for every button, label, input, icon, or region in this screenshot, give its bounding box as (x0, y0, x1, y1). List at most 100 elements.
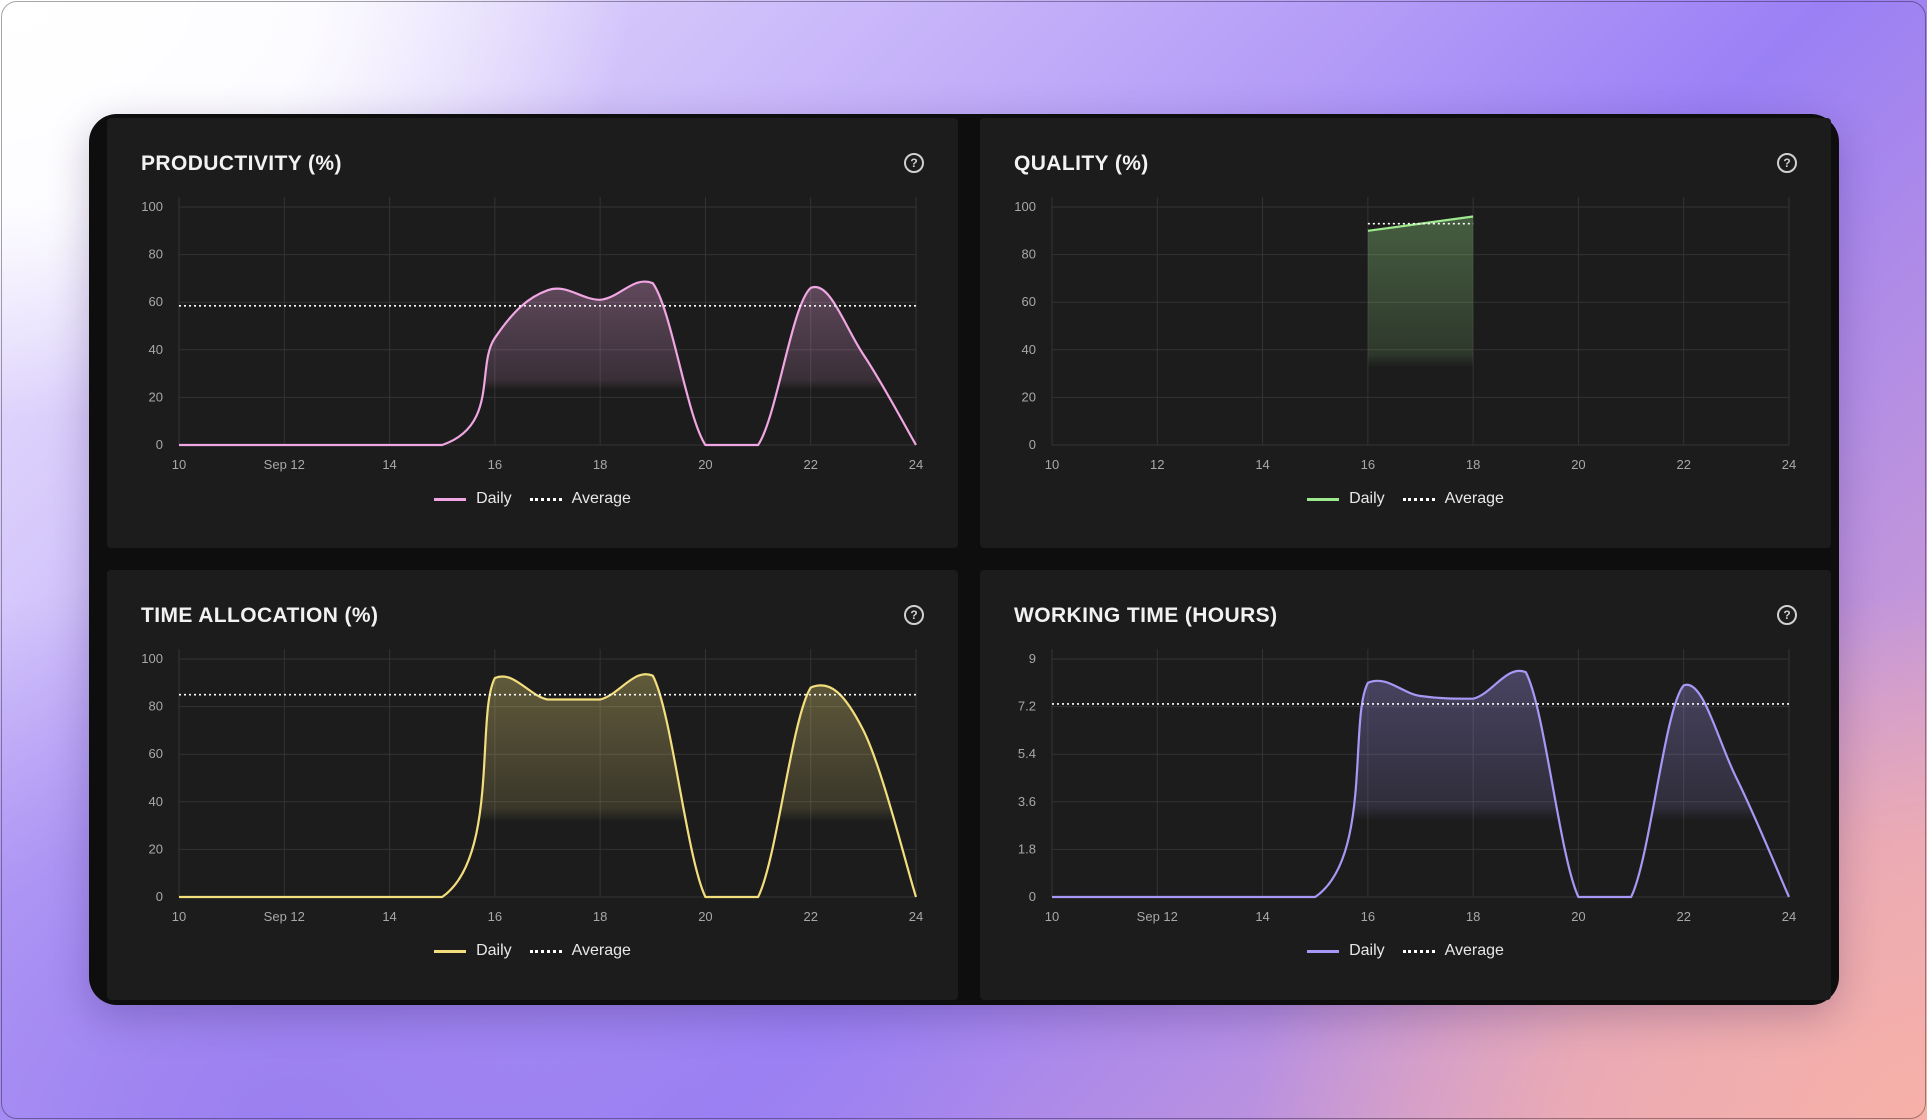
panel-title: TIME ALLOCATION (%) (141, 604, 379, 627)
chart-legend: Daily Average (107, 942, 958, 960)
x-tick-label: 10 (1045, 457, 1059, 472)
x-tick-label: 14 (382, 457, 396, 472)
legend-item-daily[interactable]: Daily (1307, 490, 1385, 508)
legend-swatch-daily (1307, 949, 1340, 953)
legend-label-daily: Daily (476, 942, 512, 959)
y-tick-label: 100 (141, 651, 163, 666)
chart-legend: Daily Average (107, 490, 958, 508)
x-tick-label: 20 (698, 457, 712, 472)
help-icon[interactable]: ? (1777, 153, 1797, 173)
y-tick-label: 100 (141, 199, 163, 214)
x-tick-label: 16 (1361, 457, 1375, 472)
chart-legend: Daily Average (980, 942, 1831, 960)
x-tick-label: 18 (1466, 457, 1480, 472)
series-area-daily (179, 674, 916, 897)
series-line-daily (179, 673, 918, 899)
y-tick-label: 1.8 (1018, 841, 1036, 856)
x-tick-label: 20 (698, 909, 712, 924)
y-tick-label: 9 (1029, 651, 1036, 666)
legend-swatch-daily (434, 949, 467, 953)
y-tick-label: 80 (149, 247, 163, 262)
legend-item-average[interactable]: Average (1402, 942, 1504, 960)
x-tick-label: 24 (909, 457, 923, 472)
x-tick-label: 22 (1676, 909, 1690, 924)
x-tick-label: 24 (909, 909, 923, 924)
y-tick-label: 80 (149, 699, 163, 714)
y-tick-label: 0 (1029, 889, 1036, 904)
quality-chart: 0 20 40 60 80 100 10 12 14 16 18 20 22 24 (1014, 197, 1796, 472)
x-tick-label: 10 (172, 909, 186, 924)
x-tick-label: 20 (1571, 909, 1585, 924)
panel-title: WORKING TIME (HOURS) (1014, 604, 1278, 627)
y-tick-label: 20 (149, 841, 163, 856)
y-tick-label: 100 (1014, 199, 1036, 214)
legend-label-daily: Daily (1349, 490, 1385, 507)
legend-swatch-average (1402, 497, 1435, 501)
series-line-daily (1052, 669, 1791, 899)
x-tick-label: 14 (1255, 909, 1269, 924)
legend-label-daily: Daily (1349, 942, 1385, 959)
y-tick-label: 0 (1029, 437, 1036, 452)
x-tick-label: 10 (172, 457, 186, 472)
legend-label-daily: Daily (476, 490, 512, 507)
y-tick-label: 0 (156, 437, 163, 452)
x-tick-label: 14 (382, 909, 396, 924)
y-tick-label: 60 (1022, 294, 1036, 309)
x-tick-label: Sep 12 (264, 909, 305, 924)
x-tick-label: 20 (1571, 457, 1585, 472)
legend-label-average: Average (571, 942, 631, 959)
y-tick-label: 0 (156, 889, 163, 904)
x-tick-label: 22 (1676, 457, 1690, 472)
chart-panel-quality: 0 20 40 60 80 100 10 12 14 16 18 20 22 24 QUALITY (%)… (980, 118, 1831, 548)
chart-legend: Daily Average (980, 490, 1831, 508)
legend-swatch-average (529, 497, 562, 501)
y-tick-label: 40 (149, 794, 163, 809)
series-line-daily (179, 280, 917, 447)
legend-item-average[interactable]: Average (529, 942, 631, 960)
legend-item-average[interactable]: Average (1402, 490, 1504, 508)
x-tick-label: 18 (593, 909, 607, 924)
legend-label-average: Average (1444, 942, 1504, 959)
panel-title: QUALITY (%) (1014, 152, 1149, 175)
x-tick-label: 22 (803, 909, 817, 924)
series-area-daily (1052, 670, 1789, 897)
legend-swatch-average (1402, 949, 1435, 953)
legend-swatch-daily (434, 497, 467, 501)
legend-swatch-average (529, 949, 562, 953)
series-line-daily (1367, 215, 1474, 232)
x-tick-label: Sep 12 (1137, 909, 1178, 924)
x-tick-label: 14 (1255, 457, 1269, 472)
productivity-chart: 0 20 40 60 80 100 10 Sep 12 14 16 18 20 22 24 (141, 197, 923, 472)
chart-panel-productivity: 0 20 40 60 80 100 10 Sep 12 14 16 18 20 22 24 PRODUCT… (107, 118, 958, 548)
help-icon[interactable]: ? (904, 153, 924, 173)
legend-swatch-daily (1307, 497, 1340, 501)
chart-panel-working-time: 0 1.8 3.6 5.4 7.2 9 10 Sep 12 14 16 18 20 22 24 WORKI… (980, 570, 1831, 1000)
x-tick-label: 12 (1150, 457, 1164, 472)
legend-item-daily[interactable]: Daily (434, 942, 512, 960)
x-tick-label: 18 (593, 457, 607, 472)
legend-item-daily[interactable]: Daily (434, 490, 512, 508)
y-tick-label: 20 (149, 389, 163, 404)
x-tick-label: 24 (1782, 457, 1796, 472)
chart-panel-time-allocation: 0 20 40 60 80 100 10 Sep 12 14 16 18 20 22 24 TIME AL… (107, 570, 958, 1000)
series-area-daily (1367, 216, 1474, 445)
legend-label-average: Average (571, 490, 631, 507)
y-tick-label: 60 (149, 746, 163, 761)
y-tick-label: 40 (1022, 342, 1036, 357)
y-tick-label: 3.6 (1018, 794, 1036, 809)
y-tick-label: 7.2 (1018, 699, 1036, 714)
time-allocation-chart: 0 20 40 60 80 100 10 Sep 12 14 16 18 20 22 24 (141, 649, 923, 924)
y-tick-label: 20 (1022, 389, 1036, 404)
x-tick-label: 16 (1361, 909, 1375, 924)
series-area-daily (179, 281, 916, 445)
help-icon[interactable]: ? (1777, 605, 1797, 625)
panel-title: PRODUCTIVITY (%) (141, 152, 342, 175)
x-tick-label: 16 (488, 457, 502, 472)
legend-item-average[interactable]: Average (529, 490, 631, 508)
legend-item-daily[interactable]: Daily (1307, 942, 1385, 960)
y-tick-label: 40 (149, 342, 163, 357)
help-icon[interactable]: ? (904, 605, 924, 625)
x-tick-label: 18 (1466, 909, 1480, 924)
y-tick-label: 5.4 (1018, 746, 1036, 761)
x-tick-label: 24 (1782, 909, 1796, 924)
